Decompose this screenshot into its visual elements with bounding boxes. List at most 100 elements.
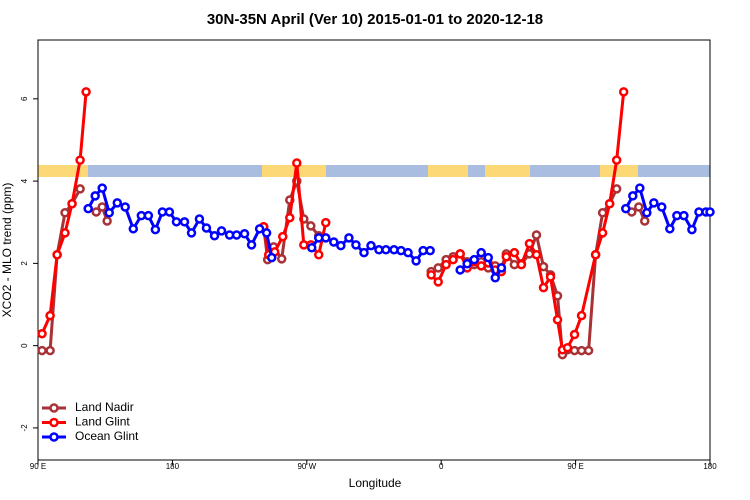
point xyxy=(254,224,265,234)
y-tick-label: 0 xyxy=(20,343,29,348)
point xyxy=(104,208,114,218)
point xyxy=(604,198,615,209)
point xyxy=(621,203,631,214)
point xyxy=(531,230,542,240)
legend-marker xyxy=(49,417,59,428)
point xyxy=(441,259,451,270)
x-tick-label: 90 W xyxy=(297,462,316,471)
point xyxy=(37,328,47,339)
point xyxy=(276,254,287,264)
point xyxy=(455,265,465,275)
point xyxy=(433,263,443,273)
point xyxy=(657,202,667,212)
point xyxy=(261,228,272,238)
point xyxy=(538,282,549,293)
x-tick-label: 90 E xyxy=(567,462,583,471)
point xyxy=(91,207,101,217)
point xyxy=(501,252,512,262)
point xyxy=(426,270,436,280)
point xyxy=(313,249,324,260)
point xyxy=(569,329,580,340)
legend-label: Land Glint xyxy=(75,415,130,429)
point xyxy=(292,158,302,168)
point xyxy=(665,224,675,234)
surface-band xyxy=(38,165,710,177)
point xyxy=(150,224,161,235)
point xyxy=(344,233,354,243)
point xyxy=(618,87,629,97)
y-tick-label: 4 xyxy=(20,178,29,183)
point xyxy=(37,345,47,356)
point xyxy=(411,256,421,266)
point xyxy=(611,184,622,194)
point xyxy=(483,252,493,263)
point xyxy=(231,230,242,240)
point xyxy=(83,203,93,214)
point xyxy=(246,240,257,250)
point xyxy=(524,238,535,249)
legend-marker xyxy=(49,403,59,413)
point xyxy=(635,183,645,193)
x-tick-label: 90 E xyxy=(30,462,46,471)
point xyxy=(597,208,608,218)
point xyxy=(75,184,85,194)
point xyxy=(516,259,527,270)
point xyxy=(705,207,715,217)
point xyxy=(90,191,100,201)
point xyxy=(462,259,472,269)
point xyxy=(120,202,130,212)
y-axis-label: XCO2 - MLO trend (ppm) xyxy=(0,183,14,318)
point xyxy=(552,314,563,325)
point xyxy=(321,233,331,243)
legend-label: Land Nadir xyxy=(75,400,134,414)
point xyxy=(143,210,154,221)
point xyxy=(194,214,205,224)
point xyxy=(52,249,62,260)
point xyxy=(597,228,608,238)
point xyxy=(97,183,107,193)
point xyxy=(381,245,391,255)
point xyxy=(321,217,331,228)
point xyxy=(239,229,250,239)
point xyxy=(455,249,465,259)
legend-marker xyxy=(49,432,59,442)
point xyxy=(128,224,139,234)
point xyxy=(266,252,277,263)
point xyxy=(186,228,197,238)
point xyxy=(496,263,507,273)
x-tick-label: 180 xyxy=(703,462,717,471)
point xyxy=(306,242,317,253)
point xyxy=(649,198,659,208)
point xyxy=(433,277,443,287)
point xyxy=(576,310,587,321)
point xyxy=(679,210,689,221)
point xyxy=(366,240,376,251)
point xyxy=(278,231,288,242)
point xyxy=(102,216,112,226)
point xyxy=(469,254,479,265)
point xyxy=(45,310,55,321)
point xyxy=(216,226,227,236)
point xyxy=(562,342,573,353)
point xyxy=(97,202,107,212)
point xyxy=(611,155,622,165)
point xyxy=(642,208,652,218)
point xyxy=(336,240,346,251)
y-tick-label: 2 xyxy=(20,261,29,266)
point xyxy=(359,247,369,258)
point xyxy=(201,223,212,233)
point xyxy=(306,221,316,231)
x-tick-label: 180 xyxy=(166,462,180,471)
point xyxy=(687,224,697,235)
point xyxy=(67,198,77,209)
point xyxy=(509,247,520,258)
x-tick-label: 0 xyxy=(439,462,444,471)
y-tick-label: -2 xyxy=(20,424,29,432)
point xyxy=(171,217,182,227)
point xyxy=(634,202,644,212)
point xyxy=(583,345,594,356)
point xyxy=(179,217,190,227)
point xyxy=(81,87,91,97)
point xyxy=(403,247,413,258)
